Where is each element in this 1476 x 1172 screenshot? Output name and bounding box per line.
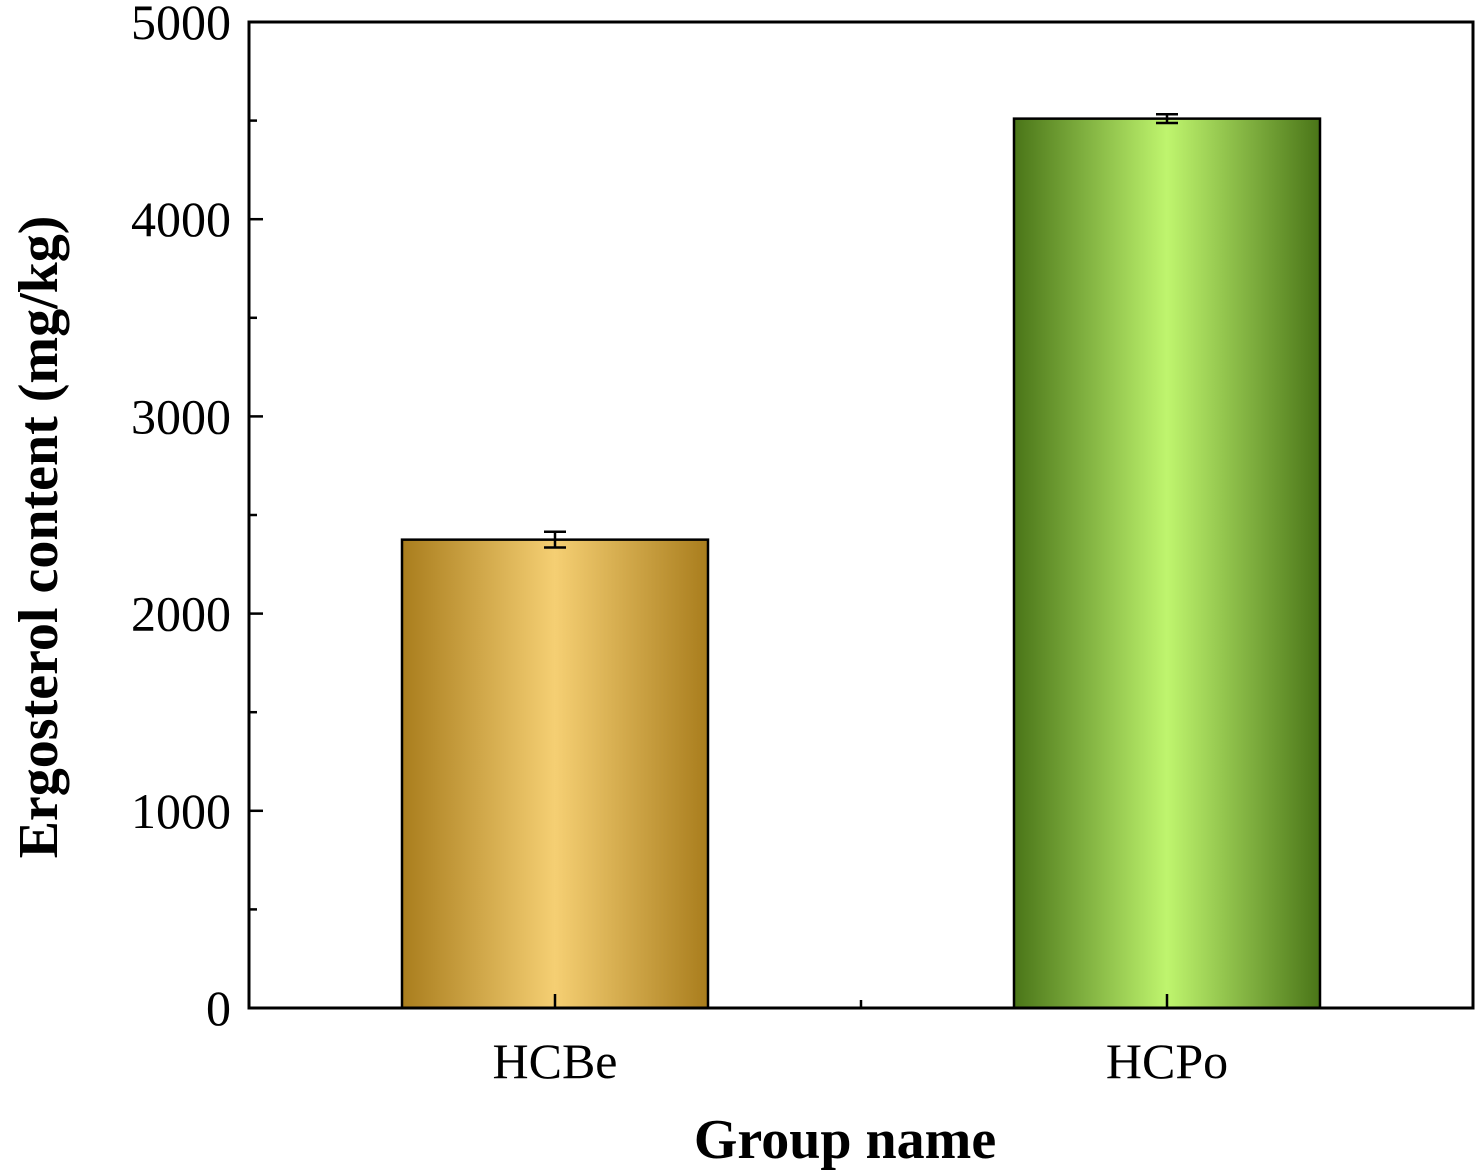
bars-layer: [400, 117, 1322, 1010]
y-tick-label: 4000: [131, 191, 231, 247]
y-tick-label: 2000: [131, 586, 231, 642]
y-tick-label: 5000: [131, 0, 231, 50]
error-bars-layer: [544, 113, 1178, 549]
x-tick-label-hcpo: HCPo: [1106, 1033, 1228, 1089]
error-bar-hcpo: [1156, 113, 1178, 125]
bar-hcpo: [1012, 117, 1322, 1010]
error-bar-hcbe: [544, 530, 566, 549]
x-axis-title: Group name: [694, 1109, 996, 1171]
y-tick-label: 1000: [131, 783, 231, 839]
y-tick-label: 3000: [131, 388, 231, 444]
y-axis-title: Ergosterol content (mg/kg): [8, 216, 70, 859]
axes-layer: HCBe HCPo 0 1000 2000 3000 4000 5000: [131, 0, 1228, 1089]
x-tick-label-hcbe: HCBe: [493, 1033, 618, 1089]
bar-hcbe: [400, 538, 710, 1010]
y-tick-label: 0: [206, 980, 231, 1036]
